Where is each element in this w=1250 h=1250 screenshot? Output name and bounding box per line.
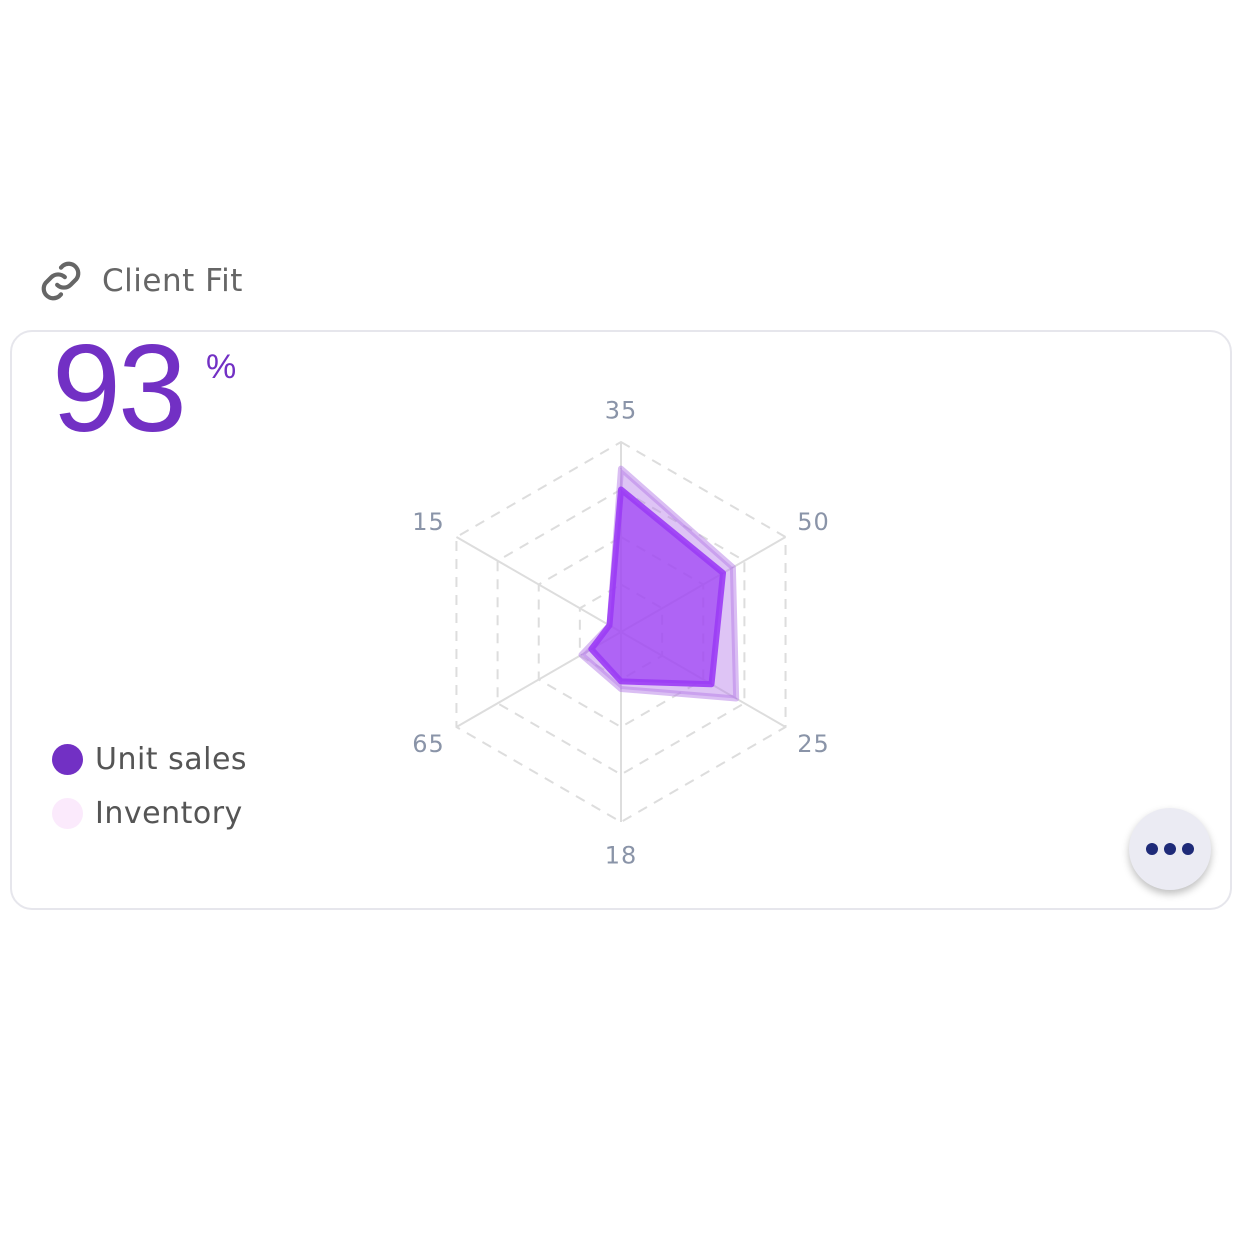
axis-label: 65 bbox=[412, 730, 445, 758]
data-point bbox=[581, 654, 583, 656]
data-point bbox=[620, 688, 622, 690]
legend-swatch bbox=[52, 797, 83, 829]
card-title: Client Fit bbox=[102, 263, 243, 299]
data-point bbox=[620, 468, 622, 470]
legend-label: Inventory bbox=[95, 795, 243, 831]
axis-label: 15 bbox=[412, 508, 445, 536]
data-point bbox=[590, 648, 592, 650]
legend-swatch bbox=[52, 743, 83, 775]
axis-label: 25 bbox=[797, 730, 830, 758]
dot-icon bbox=[1164, 843, 1176, 855]
legend-item-inventory[interactable]: Inventory bbox=[52, 786, 247, 840]
axis-label: 18 bbox=[605, 841, 638, 869]
more-options-button[interactable] bbox=[1129, 808, 1211, 890]
legend-item-unit-sales[interactable]: Unit sales bbox=[52, 732, 247, 786]
dot-icon bbox=[1146, 843, 1158, 855]
dot-icon bbox=[1182, 843, 1194, 855]
axis-label: 50 bbox=[797, 508, 830, 536]
data-point bbox=[620, 680, 622, 682]
kpi-value: 93 bbox=[52, 320, 187, 458]
axis-label: 35 bbox=[605, 397, 638, 425]
card-header: Client Fit bbox=[38, 258, 243, 304]
data-point bbox=[735, 698, 737, 699]
kpi-unit: % bbox=[206, 348, 237, 386]
series-area-unit-sales bbox=[588, 486, 727, 688]
data-point bbox=[722, 572, 724, 574]
data-point bbox=[710, 683, 712, 685]
legend: Unit sales Inventory bbox=[52, 732, 247, 840]
data-point bbox=[732, 566, 734, 568]
legend-label: Unit sales bbox=[95, 741, 248, 777]
data-point bbox=[608, 624, 610, 626]
axis-line bbox=[455, 536, 622, 633]
link-icon bbox=[41, 261, 81, 301]
data-point bbox=[620, 489, 622, 490]
